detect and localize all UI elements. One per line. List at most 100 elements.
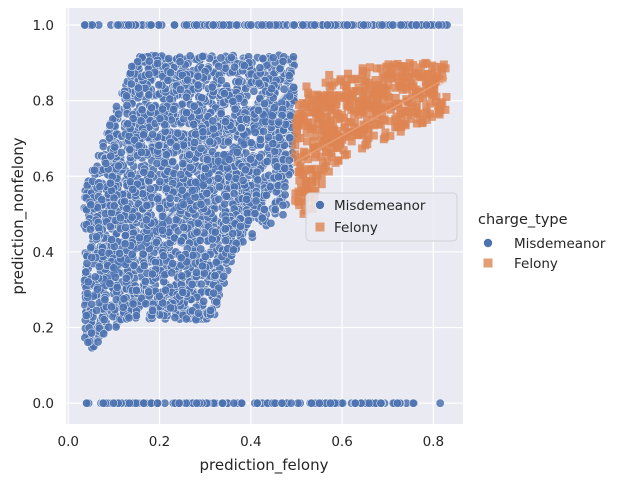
data-point-felony — [310, 132, 319, 141]
data-point-misdemeanor — [242, 208, 252, 218]
y-tick-label: 0.6 — [33, 169, 54, 185]
data-point-felony — [388, 63, 397, 72]
data-point-misdemeanor — [338, 398, 348, 408]
data-point-felony — [379, 93, 388, 102]
data-point-misdemeanor — [408, 398, 418, 408]
data-point-felony — [391, 123, 400, 132]
data-point-misdemeanor — [184, 150, 194, 160]
data-point-felony — [304, 94, 313, 103]
data-point-misdemeanor — [175, 57, 185, 67]
data-point-felony — [319, 98, 328, 107]
data-point-misdemeanor — [165, 193, 175, 203]
data-point-felony — [403, 85, 412, 94]
data-point-felony — [327, 139, 336, 148]
data-point-misdemeanor — [110, 142, 120, 152]
data-point-misdemeanor — [279, 84, 289, 94]
data-point-felony — [432, 92, 441, 101]
data-point-misdemeanor — [86, 200, 96, 210]
data-point-misdemeanor — [246, 154, 255, 164]
data-point-misdemeanor — [280, 163, 290, 173]
data-point-misdemeanor — [183, 75, 193, 85]
data-point-misdemeanor — [253, 175, 263, 185]
data-point-felony — [322, 131, 331, 140]
data-point-misdemeanor — [188, 250, 198, 260]
data-point-misdemeanor — [187, 186, 197, 195]
data-point-misdemeanor — [92, 232, 102, 242]
legend-marker-felony — [315, 222, 325, 232]
data-point-felony — [306, 102, 315, 111]
data-point-felony — [322, 112, 331, 121]
data-point-felony — [378, 79, 387, 88]
data-point-misdemeanor — [277, 398, 287, 408]
data-point-misdemeanor — [229, 189, 239, 199]
data-point-felony — [298, 99, 307, 108]
data-point-misdemeanor — [159, 251, 169, 261]
data-point-misdemeanor — [122, 101, 132, 110]
data-point-misdemeanor — [185, 51, 195, 61]
data-point-felony — [384, 81, 393, 90]
data-point-misdemeanor — [99, 329, 109, 339]
data-point-misdemeanor — [240, 165, 250, 175]
data-point-misdemeanor — [120, 239, 130, 249]
data-point-felony — [398, 76, 407, 85]
data-point-felony — [323, 157, 332, 166]
data-point-misdemeanor — [172, 142, 182, 152]
data-point-misdemeanor — [202, 155, 212, 165]
data-point-felony — [331, 158, 340, 167]
data-point-misdemeanor — [141, 299, 151, 309]
data-point-misdemeanor — [298, 20, 308, 30]
data-point-misdemeanor — [105, 133, 115, 143]
data-point-misdemeanor — [270, 205, 280, 214]
data-point-misdemeanor — [182, 108, 191, 118]
data-point-misdemeanor — [109, 398, 118, 408]
data-point-felony — [366, 63, 375, 72]
data-point-misdemeanor — [206, 305, 215, 315]
data-point-felony — [313, 120, 322, 129]
data-point-misdemeanor — [274, 117, 284, 127]
data-point-misdemeanor — [145, 184, 155, 194]
data-point-felony — [317, 172, 326, 181]
data-point-felony — [410, 68, 419, 77]
data-point-felony — [412, 101, 421, 110]
data-point-felony — [350, 118, 359, 127]
data-point-felony — [302, 182, 311, 191]
data-point-misdemeanor — [80, 20, 90, 30]
data-point-felony — [369, 131, 378, 140]
data-point-felony — [329, 143, 338, 152]
data-point-felony — [368, 96, 377, 105]
data-point-felony — [358, 71, 367, 80]
data-point-misdemeanor — [153, 59, 162, 68]
data-point-misdemeanor — [176, 170, 186, 179]
data-point-felony — [317, 129, 326, 138]
data-point-misdemeanor — [254, 105, 263, 115]
data-point-misdemeanor — [125, 398, 134, 408]
data-point-misdemeanor — [221, 236, 230, 246]
data-point-felony — [422, 115, 431, 124]
data-point-felony — [387, 70, 396, 79]
data-point-misdemeanor — [230, 104, 240, 114]
data-point-misdemeanor — [154, 141, 164, 150]
data-point-misdemeanor — [284, 71, 294, 81]
data-point-felony — [316, 107, 325, 116]
data-point-misdemeanor — [158, 211, 168, 221]
data-point-misdemeanor — [278, 56, 288, 66]
y-tick-label: 0.8 — [33, 94, 54, 110]
data-point-misdemeanor — [196, 244, 206, 254]
data-point-misdemeanor — [154, 291, 164, 301]
data-point-misdemeanor — [230, 62, 239, 72]
y-tick-label: 0.4 — [33, 245, 54, 261]
data-point-misdemeanor — [164, 54, 174, 64]
data-point-felony — [308, 118, 317, 127]
data-point-misdemeanor — [177, 271, 187, 281]
legend-marker-misdemeanor — [315, 200, 325, 210]
data-point-misdemeanor — [232, 147, 242, 157]
data-point-felony — [299, 197, 308, 206]
data-point-felony — [354, 83, 363, 92]
data-point-misdemeanor — [142, 201, 152, 210]
data-point-misdemeanor — [182, 20, 192, 30]
data-point-felony — [298, 106, 307, 115]
data-point-misdemeanor — [189, 101, 199, 111]
data-point-felony — [399, 63, 408, 72]
data-point-misdemeanor — [274, 172, 283, 182]
data-point-felony — [425, 86, 434, 95]
